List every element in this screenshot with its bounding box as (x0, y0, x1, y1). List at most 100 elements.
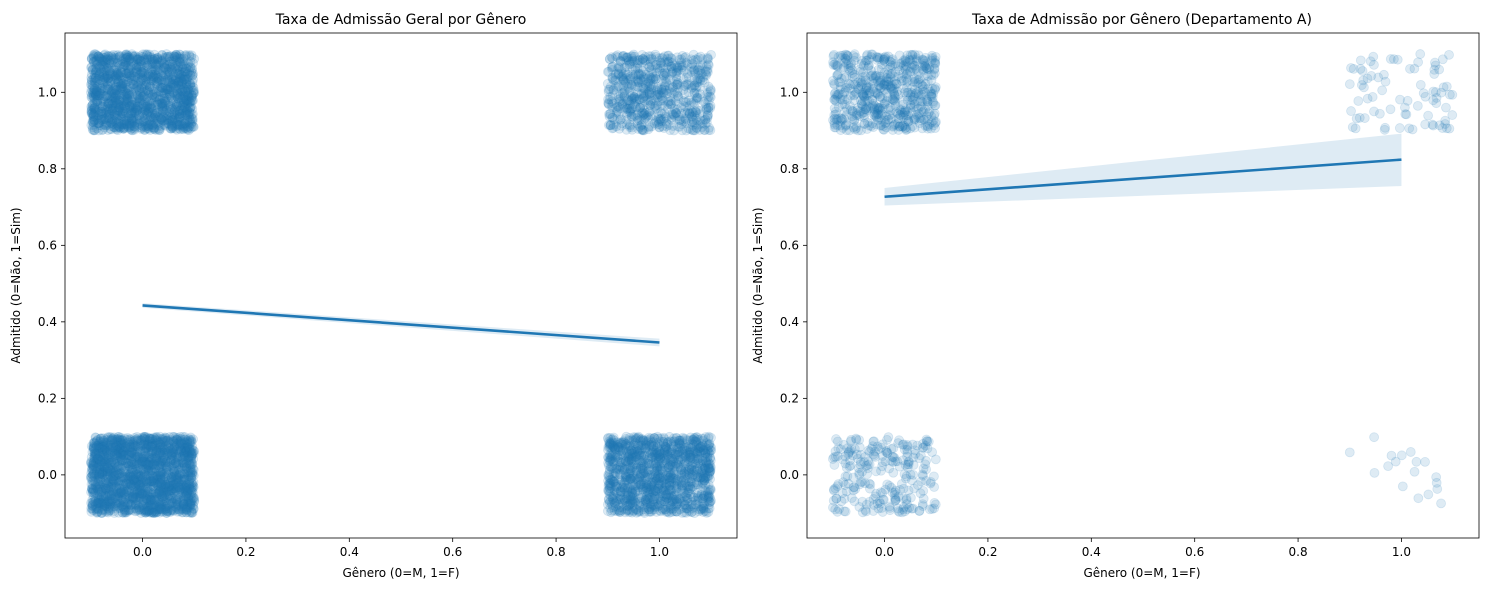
data-point (187, 467, 198, 478)
data-point (110, 92, 121, 103)
data-point (118, 472, 129, 482)
data-point (660, 454, 670, 465)
data-point (177, 479, 188, 490)
data-point (101, 501, 112, 512)
data-point (118, 487, 129, 498)
data-point (131, 441, 141, 452)
data-point (705, 483, 716, 494)
data-point (96, 490, 107, 501)
data-point (95, 494, 106, 505)
data-point (134, 462, 145, 473)
data-point (144, 476, 155, 487)
data-point (171, 444, 182, 455)
data-point (123, 458, 133, 469)
data-point (128, 479, 139, 490)
data-point (154, 470, 165, 481)
data-point (160, 503, 171, 514)
data-point (144, 499, 155, 510)
data-point (140, 440, 151, 451)
data-point (96, 468, 107, 479)
data-point (702, 452, 713, 463)
data-point (114, 463, 124, 474)
data-point (146, 465, 157, 476)
data-point (87, 483, 98, 494)
data-point (121, 507, 132, 518)
data-point (144, 452, 155, 463)
data-point (674, 479, 685, 490)
data-point (157, 447, 168, 458)
data-point (165, 453, 176, 464)
data-point (88, 463, 99, 474)
data-point (155, 439, 165, 450)
data-point (118, 499, 129, 510)
data-point (154, 502, 165, 512)
data-point (177, 451, 188, 462)
data-point (114, 488, 124, 499)
data-point (147, 442, 157, 453)
data-point (93, 451, 103, 462)
data-point (127, 445, 138, 456)
data-point (139, 445, 150, 455)
data-point (141, 498, 152, 509)
data-point (115, 488, 126, 499)
data-point (89, 456, 100, 467)
data-point (187, 459, 198, 470)
data-point (172, 506, 183, 517)
data-point (144, 440, 154, 451)
data-point (145, 505, 156, 515)
data-point (186, 456, 197, 467)
data-point (117, 447, 128, 458)
data-point (122, 475, 133, 486)
data-point (121, 478, 132, 489)
data-point (181, 504, 192, 514)
data-point (91, 440, 102, 451)
data-point (151, 491, 162, 502)
data-point (94, 464, 105, 475)
data-point (162, 482, 173, 493)
data-point (103, 471, 114, 482)
data-point (156, 449, 167, 460)
data-point (169, 493, 179, 504)
data-point (160, 98, 171, 109)
data-point (151, 432, 162, 442)
data-point (179, 472, 190, 483)
data-point (114, 443, 125, 454)
data-point (103, 439, 114, 450)
data-point (112, 67, 123, 78)
data-point (149, 454, 160, 465)
data-point (163, 485, 174, 496)
data-point (167, 498, 178, 508)
data-point (141, 443, 152, 454)
data-point (130, 451, 141, 462)
data-point (150, 478, 161, 488)
data-point (86, 471, 96, 482)
data-point (153, 488, 164, 498)
data-point (143, 501, 154, 512)
data-point (116, 472, 126, 483)
data-point (186, 484, 196, 495)
data-point (145, 81, 155, 92)
data-point (135, 438, 146, 448)
data-point (112, 462, 122, 473)
data-point (145, 112, 156, 123)
data-point (151, 433, 161, 443)
data-point (155, 444, 166, 455)
data-point (125, 477, 136, 488)
data-point (141, 505, 152, 516)
data-point (181, 490, 192, 501)
data-point (93, 497, 104, 508)
data-point (166, 483, 177, 494)
data-point (114, 497, 124, 508)
data-point (127, 436, 138, 447)
data-point (173, 494, 183, 505)
data-point (178, 445, 189, 456)
data-point (180, 50, 190, 61)
data-point (150, 438, 161, 449)
data-point (148, 494, 158, 504)
data-point (155, 439, 166, 450)
data-point (94, 436, 105, 447)
data-point (179, 110, 190, 121)
data-point (141, 465, 152, 475)
data-point (156, 489, 167, 500)
